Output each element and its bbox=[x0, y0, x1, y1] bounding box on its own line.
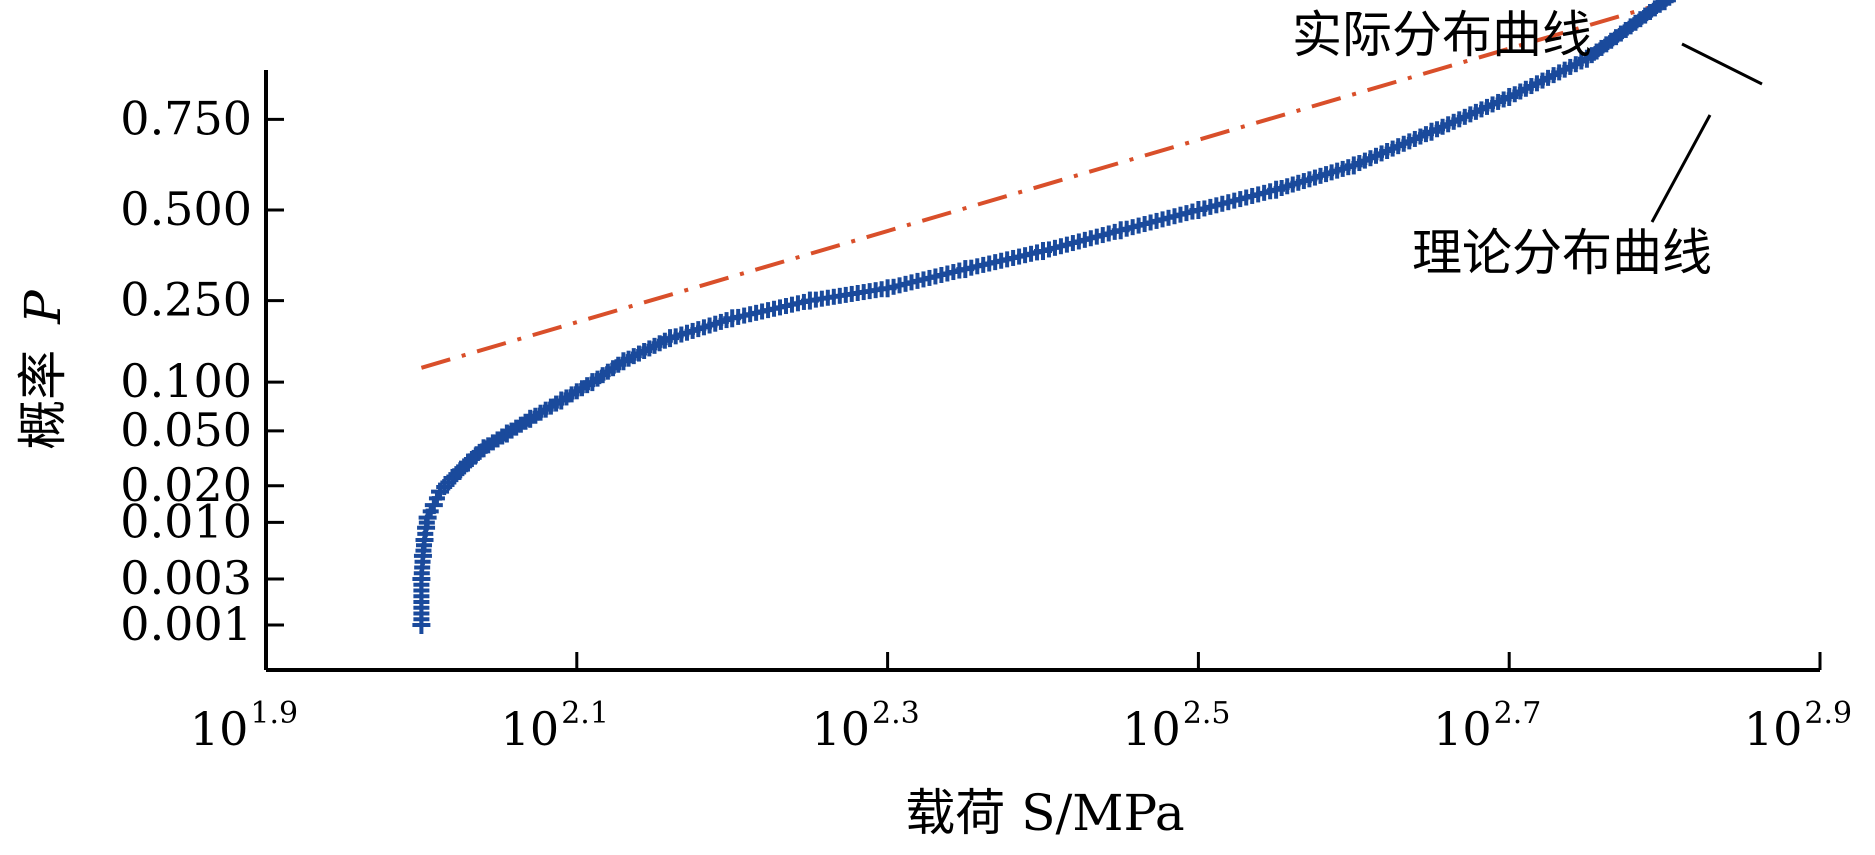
x-tick-label: 101.9 bbox=[190, 696, 298, 756]
annotation-actual-leader bbox=[1681, 42, 1763, 86]
y-axis-title-cjk: 概率 bbox=[14, 350, 72, 450]
y-axis-title: 概率 P bbox=[14, 289, 72, 450]
data-point-fill bbox=[873, 281, 890, 298]
data-point-fill bbox=[718, 312, 735, 329]
data-point-fill bbox=[1417, 126, 1434, 143]
data-point-fill bbox=[456, 458, 473, 475]
y-tick-label: 0.100 bbox=[120, 354, 252, 408]
x-tick-label: 102.9 bbox=[1744, 696, 1852, 756]
y-axis-title-var: P bbox=[14, 289, 72, 325]
theory-line bbox=[420, 0, 1682, 370]
annotation-actual: 实际分布曲线 bbox=[1292, 6, 1763, 86]
data-point-fill bbox=[1184, 203, 1201, 220]
data-point-fill bbox=[494, 428, 511, 445]
y-ticks: 0.9990.9600.7500.5000.2500.1000.0500.020… bbox=[120, 0, 284, 651]
data-point-fill bbox=[1573, 53, 1590, 70]
y-tick-label: 0.960 bbox=[120, 0, 252, 1]
data-point-fill bbox=[951, 262, 968, 279]
y-tick-label: 0.500 bbox=[120, 182, 252, 236]
data-point-fill bbox=[1106, 223, 1123, 240]
data-point-fill bbox=[795, 293, 812, 310]
data-point-fill bbox=[422, 503, 439, 520]
data-point-fill bbox=[548, 395, 565, 412]
y-tick-label: 0.020 bbox=[120, 458, 252, 512]
data-point-fill bbox=[1651, 0, 1668, 13]
data-point-fill bbox=[1340, 159, 1357, 176]
data-point-fill bbox=[656, 332, 673, 349]
x-tick-label: 102.7 bbox=[1433, 696, 1541, 756]
y-tick-label: 0.250 bbox=[120, 273, 252, 327]
y-tick-label: 0.010 bbox=[120, 494, 252, 548]
data-point-fill bbox=[428, 490, 445, 507]
data-point-fill bbox=[1029, 244, 1046, 261]
annotation-theory-label: 理论分布曲线 bbox=[1412, 224, 1712, 282]
x-tick-label: 102.1 bbox=[501, 696, 609, 756]
data-point-fill bbox=[610, 356, 627, 373]
data-point-fill bbox=[579, 377, 596, 394]
actual-series bbox=[412, 0, 1676, 634]
data-point-fill bbox=[1262, 183, 1279, 200]
annotation-actual-label: 实际分布曲线 bbox=[1292, 6, 1592, 64]
data-point-fill bbox=[1667, 0, 1672, 6]
annotation-theory: 理论分布曲线 bbox=[1412, 114, 1712, 282]
x-axis-title: 载荷 S/MPa bbox=[905, 784, 1184, 842]
x-tick-label: 102.3 bbox=[811, 696, 919, 756]
y-tick-label: 0.050 bbox=[120, 403, 252, 457]
annotation-theory-leader bbox=[1650, 114, 1712, 223]
y-tick-label: 0.750 bbox=[120, 91, 252, 145]
data-point-fill bbox=[517, 413, 534, 430]
axes bbox=[264, 70, 1820, 672]
y-tick-label: 0.001 bbox=[120, 597, 252, 651]
data-point-fill bbox=[471, 443, 488, 460]
data-point-fill bbox=[1495, 91, 1512, 108]
svg-text:概率 P: 概率 P bbox=[14, 289, 72, 450]
y-tick-label: 0.003 bbox=[120, 551, 252, 605]
x-ticks: 101.9 102.1 102.3 102.5 102.7 102.9 bbox=[190, 652, 1852, 756]
x-tick-label: 102.5 bbox=[1122, 696, 1230, 756]
theory-series bbox=[420, 0, 1682, 370]
data-point-fill bbox=[440, 474, 457, 491]
data-point-fill bbox=[418, 514, 435, 531]
